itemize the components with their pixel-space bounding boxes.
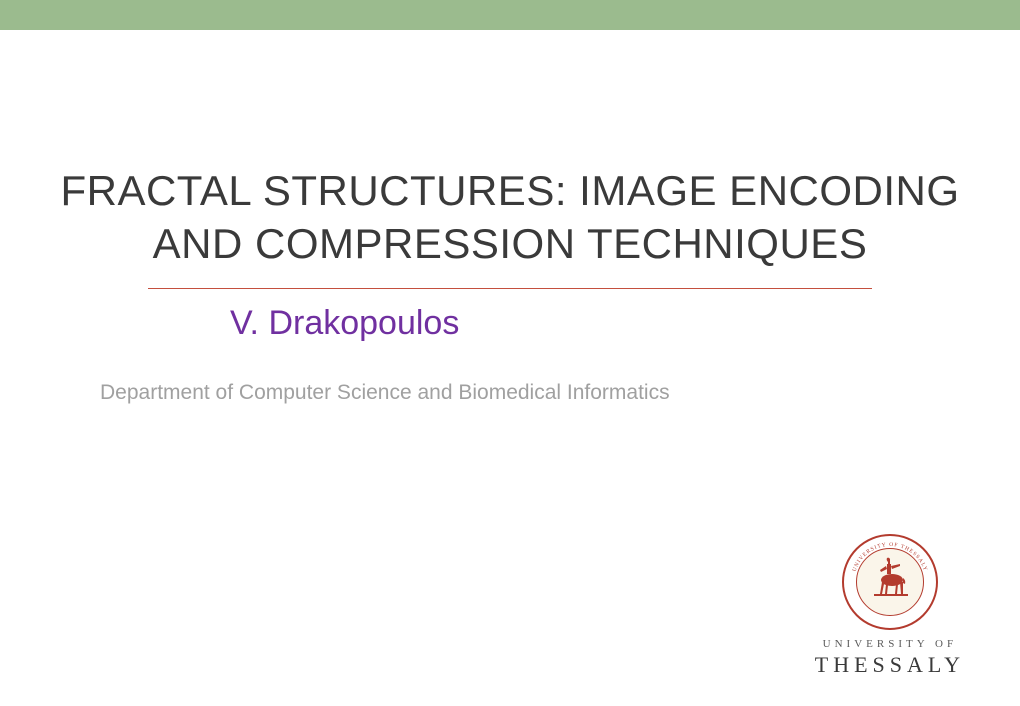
author-name: V. Drakopoulos: [230, 304, 960, 343]
university-of-text: UNIVERSITY OF: [815, 638, 965, 650]
university-seal-icon: UNIVERSITY OF THESSALY FOUNDED 1984: [842, 534, 938, 630]
title-divider: [148, 288, 872, 289]
thessaly-text: THESSALY: [815, 652, 965, 678]
centaur-icon: [868, 556, 912, 600]
slide-content: FRACTAL STRUCTURES: IMAGE ENCODING AND C…: [0, 30, 1020, 405]
university-logo: UNIVERSITY OF THESSALY FOUNDED 1984: [815, 534, 965, 678]
slide-title: FRACTAL STRUCTURES: IMAGE ENCODING AND C…: [60, 165, 960, 270]
department-text: Department of Computer Science and Biome…: [100, 381, 960, 405]
top-accent-bar: [0, 0, 1020, 30]
